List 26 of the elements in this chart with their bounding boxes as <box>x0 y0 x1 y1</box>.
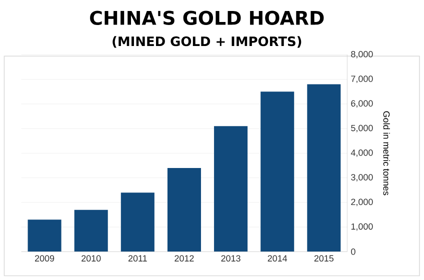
y-tick-label: 0 <box>351 248 356 255</box>
chart-subtitle: (MINED GOLD + IMPORTS) <box>112 36 302 48</box>
y-axis-title: Gold in metric tonnes <box>383 111 390 196</box>
bar <box>28 220 62 252</box>
bar <box>74 210 108 252</box>
y-tick-label: 3,000 <box>351 174 373 182</box>
y-tick-label: 4,000 <box>350 149 373 157</box>
y-tick-label: 2,000 <box>351 198 373 206</box>
y-tick-label: 8,000 <box>351 50 373 58</box>
y-tick-label: 5,000 <box>351 124 373 132</box>
chart-title: CHINA'S GOLD HOARD <box>90 10 324 26</box>
x-tick-label: 2015 <box>314 255 334 262</box>
y-tick-label: 6,000 <box>351 100 373 108</box>
bar <box>120 192 154 252</box>
bar <box>214 126 248 252</box>
y-tick-label: 7,000 <box>351 76 373 84</box>
x-tick-label: 2010 <box>82 255 101 262</box>
x-tick-label: 2009 <box>35 255 54 262</box>
x-tick-label: 2013 <box>221 255 240 262</box>
x-tick-label: 2014 <box>268 255 288 262</box>
bar <box>260 92 294 252</box>
bar <box>307 84 341 252</box>
bar <box>167 168 201 252</box>
y-tick-label: 1,000 <box>351 223 373 231</box>
x-tick-label: 2011 <box>128 255 147 262</box>
x-tick-label: 2012 <box>174 255 194 262</box>
